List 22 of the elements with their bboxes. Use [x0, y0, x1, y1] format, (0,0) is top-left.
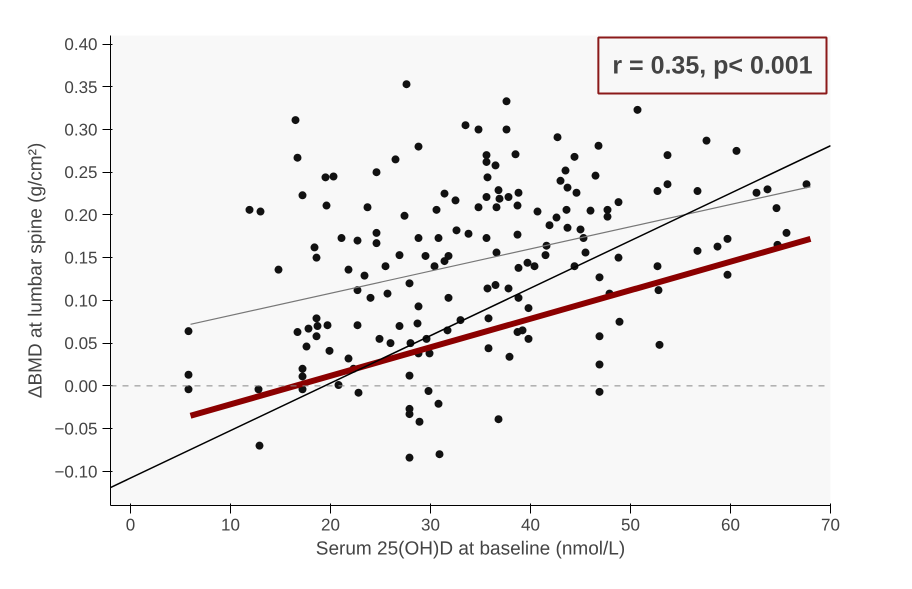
x-axis-title: Serum 25(OH)D at baseline (nmol/L)	[316, 538, 626, 560]
x-tick-label: 0	[126, 516, 136, 534]
y-tick-label: 0.05	[64, 334, 98, 354]
x-tick-label: 10	[221, 516, 240, 534]
x-tick-label: 30	[421, 516, 440, 534]
x-tick-label: 20	[321, 516, 340, 534]
y-tick-label: −0.05	[54, 420, 98, 439]
y-tick-label: 0.40	[64, 35, 98, 54]
x-tick-label: 40	[521, 516, 540, 534]
x-tick-label: 70	[821, 516, 840, 534]
y-tick-label: 0.35	[64, 78, 98, 97]
y-tick-label: 0.00	[64, 376, 98, 396]
y-tick-label: −0.10	[54, 462, 98, 482]
y-axis-title: ΔBMD at lumbar spine (g/cm²)	[25, 142, 46, 398]
y-tick-label: 0.20	[64, 206, 98, 225]
x-tick-label: 60	[721, 516, 740, 534]
x-tick-label: 50	[621, 516, 640, 534]
y-tick-label: 0.30	[64, 120, 98, 140]
y-tick-label: 0.10	[64, 291, 98, 310]
y-tick-label: 0.25	[64, 163, 98, 182]
y-tick-label: 0.15	[64, 248, 98, 268]
annotation: r = 0.35, p< 0.001	[612, 52, 813, 80]
